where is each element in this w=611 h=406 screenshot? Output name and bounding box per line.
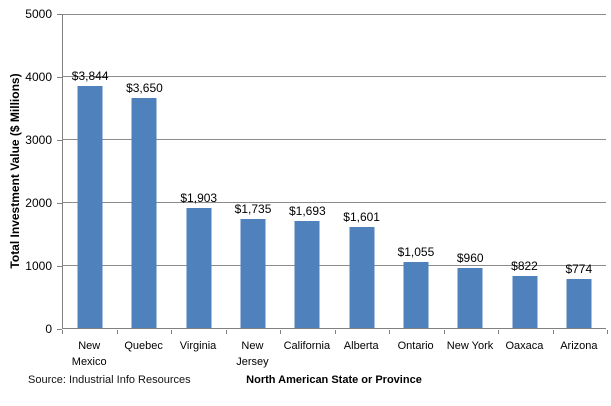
gridline: [63, 202, 606, 203]
y-axis-tick: [57, 77, 62, 78]
y-axis-tick-label: 2000: [25, 196, 52, 210]
category-column: $1,693: [280, 14, 334, 328]
y-axis-tick-label: 3000: [25, 133, 52, 147]
bar-value-label: $822: [511, 259, 538, 274]
category-column: $3,844: [63, 14, 117, 328]
bar-new-jersey: [240, 218, 266, 328]
x-axis-category-label: Arizona: [560, 340, 598, 352]
gridline: [63, 76, 606, 77]
y-axis-tick-label: 5000: [25, 7, 52, 21]
x-axis-tick: [62, 330, 63, 334]
y-axis-tick-label: 4000: [25, 70, 52, 84]
y-axis-tick: [57, 329, 62, 330]
x-axis-tick: [116, 330, 118, 334]
category-column: $774: [552, 14, 606, 328]
x-axis-category-label: New Jersey: [236, 340, 269, 368]
x-axis-category-label: New York: [446, 340, 494, 352]
y-axis-tick-label: 0: [45, 322, 52, 336]
category-column: $960: [443, 14, 497, 328]
x-axis-category-label: Oaxaca: [505, 340, 544, 352]
source-note: Source: Industrial Info Resources: [28, 374, 191, 386]
bar-virginia: [186, 208, 212, 328]
plot-area: $3,844 $3,650 $1,903 $1,735 $1,693 $1,601 $1,0…: [62, 14, 606, 329]
plot-columns: $3,844 $3,650 $1,903 $1,735 $1,693 $1,601 $1,0…: [63, 14, 606, 328]
bar-value-label: $1,055: [397, 244, 435, 259]
gridline: [63, 14, 606, 15]
y-axis-tick-label: 1000: [25, 259, 52, 273]
bar-alberta: [349, 227, 375, 328]
y-axis-tick: [57, 266, 62, 267]
bar-oaxaca: [512, 276, 538, 328]
x-axis-tick: [280, 330, 281, 334]
x-axis-tick: [389, 330, 390, 334]
category-column: $1,903: [172, 14, 226, 328]
gridline: [63, 265, 606, 266]
bar-new-york: [457, 267, 483, 328]
category-column: $1,601: [334, 14, 388, 328]
bar-value-label: $3,844: [71, 68, 109, 83]
category-column: $822: [497, 14, 551, 328]
y-axis-tick: [57, 140, 62, 141]
x-axis-category-label: California: [283, 340, 331, 352]
bar-value-label: $1,693: [288, 204, 326, 219]
y-axis-ticks: [57, 14, 62, 330]
bar-quebec: [131, 98, 157, 328]
x-axis-title: North American State or Province: [246, 374, 422, 386]
category-column: $3,650: [117, 14, 171, 328]
bar-arizona: [566, 279, 592, 328]
bar-value-label: $3,650: [126, 81, 163, 96]
category-column: $1,735: [226, 14, 280, 328]
bar-value-label: $960: [456, 250, 484, 265]
category-column: $1,055: [389, 14, 443, 328]
gridline: [63, 139, 606, 140]
y-axis-tick: [57, 203, 62, 204]
bar-ontario: [403, 261, 429, 328]
x-axis-category-label: Ontario: [397, 340, 434, 352]
x-axis-ticks: [62, 330, 608, 334]
x-axis-tick: [334, 330, 336, 334]
bar-new-mexico: [77, 85, 103, 328]
bar-value-label: $1,903: [180, 191, 218, 206]
x-axis-tick: [443, 330, 445, 334]
x-axis-tick: [498, 330, 499, 334]
x-axis-category-label: Virginia: [179, 340, 217, 352]
bar-value-label: $774: [565, 262, 593, 277]
x-axis-tick: [171, 330, 172, 334]
bar-value-label: $1,601: [343, 210, 380, 225]
y-axis-labels: 0 1000 2000 3000 4000 5000: [0, 0, 52, 406]
x-axis-category-label: New Mexico: [71, 340, 107, 368]
x-axis-category-labels: New Mexico Quebec Virginia New Jersey Californ…: [62, 338, 606, 370]
y-axis-tick: [57, 14, 62, 15]
x-axis-category-label: Quebec: [124, 340, 163, 352]
bar-california: [294, 221, 320, 328]
x-axis-tick: [607, 330, 608, 334]
x-axis-tick: [552, 330, 554, 334]
x-axis-category-label: Alberta: [343, 340, 379, 352]
x-axis-tick: [225, 330, 227, 334]
bar-value-label: $1,735: [234, 201, 272, 216]
